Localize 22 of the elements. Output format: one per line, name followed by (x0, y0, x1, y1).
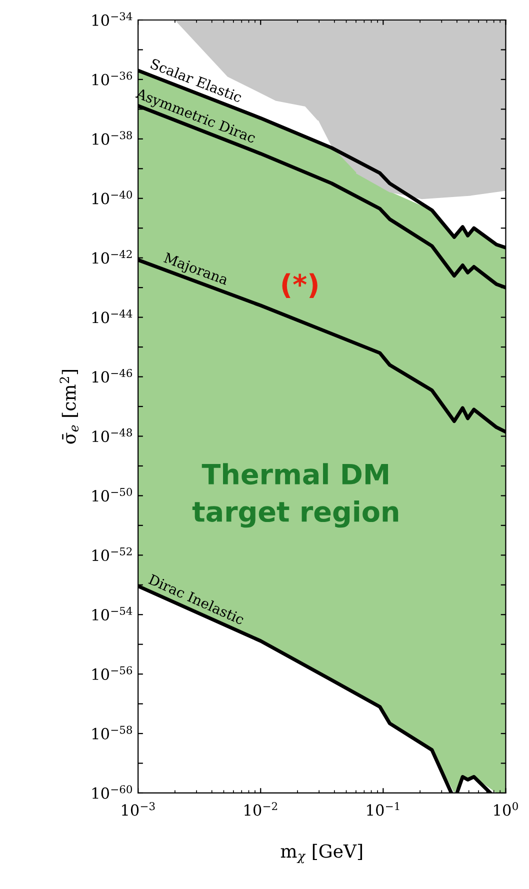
y-axis-title: σ̄$_{e}$ [cm$^{2}$] (60, 370, 79, 444)
y-tick-label: 10$^{−48}$ (92, 428, 132, 442)
y-tick-label: 10$^{−52}$ (92, 547, 132, 562)
x-axis-title: m$_{χ}$ [GeV] (280, 844, 362, 864)
y-tick-label: 10$^{−46}$ (92, 368, 132, 383)
y-tick-label: 10$^{−40}$ (92, 190, 132, 204)
y-tick-label: 10$^{−42}$ (92, 250, 132, 264)
y-tick-label: 10$^{−50}$ (92, 488, 132, 502)
annotation: Thermal DM target region (192, 463, 398, 528)
x-tick-label: 10$^{−2}$ (244, 802, 278, 816)
y-tick-label: 10$^{−36}$ (92, 72, 132, 86)
y-tick-label: 10$^{−54}$ (92, 606, 132, 621)
y-tick-label: 10$^{−58}$ (92, 726, 132, 740)
x-tick-label: 10$^{−3}$ (122, 802, 155, 816)
x-tick-label: 10$^{0}$ (494, 802, 518, 816)
y-tick-label: 10$^{−56}$ (92, 666, 132, 680)
y-tick-label: 10$^{−38}$ (92, 131, 132, 145)
y-tick-label: 10$^{−60}$ (92, 785, 132, 799)
annotation: (*) (282, 273, 318, 298)
x-tick-label: 10$^{−1}$ (367, 802, 400, 816)
y-tick-label: 10$^{−44}$ (92, 310, 132, 324)
y-tick-label: 10$^{−34}$ (92, 12, 132, 26)
